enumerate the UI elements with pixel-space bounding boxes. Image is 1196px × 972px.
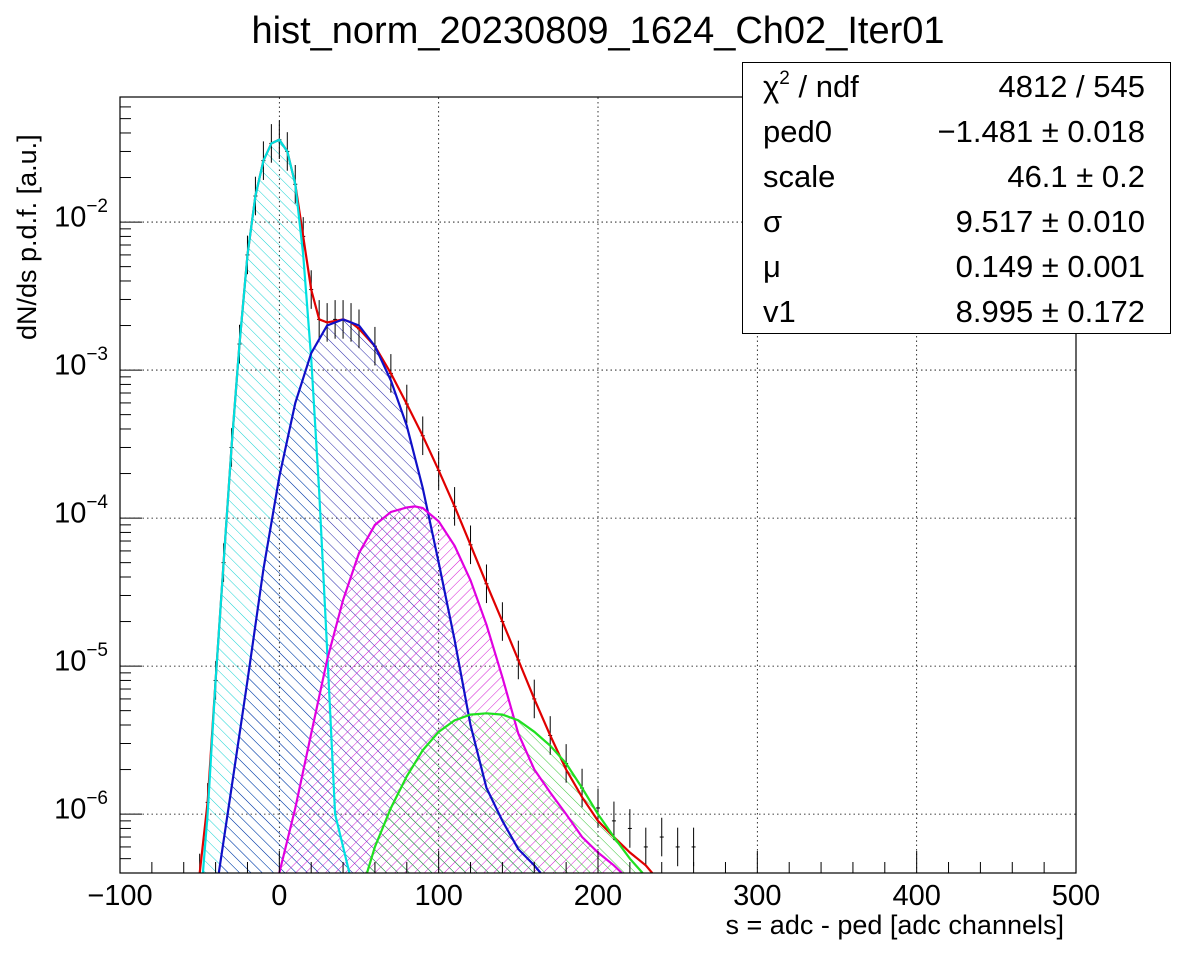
y-tick-label: 10−5 — [0, 640, 108, 679]
stats-row: χ2 / ndf 4812 / 545 — [743, 67, 1170, 114]
x-tick-label: −100 — [87, 880, 153, 912]
y-tick-base: 10 — [54, 201, 87, 234]
x-tick-label: 100 — [414, 880, 463, 912]
stats-key: χ2 / ndf — [763, 67, 859, 104]
component-curve-3 — [217, 318, 542, 873]
y-tick-base: 10 — [54, 793, 87, 826]
x-tick-label: 200 — [573, 880, 623, 912]
fit-stats-box: χ2 / ndf 4812 / 545 ped0 −1.481 ± 0.018 scal… — [742, 62, 1171, 334]
component-fill-5 — [367, 713, 643, 873]
stats-value: 0.149 ± 0.001 — [955, 249, 1145, 284]
plot-frame — [119, 96, 1077, 874]
y-tick-label: 10−3 — [0, 344, 108, 383]
component-curve-2 — [201, 138, 351, 873]
stats-value: 4812 / 545 — [998, 69, 1145, 104]
stats-row: scale 46.1 ± 0.2 — [743, 159, 1170, 204]
stats-value: 9.517 ± 0.010 — [955, 204, 1145, 239]
fit-curves — [198, 138, 654, 873]
y-tick-exponent: −3 — [86, 344, 108, 366]
stats-row: μ 0.149 ± 0.001 — [743, 249, 1170, 294]
y-tick-exponent: −6 — [86, 788, 108, 810]
x-tick-label: 0 — [271, 880, 288, 912]
y-tick-label: 10−4 — [0, 492, 108, 531]
x-tick-label: 500 — [1051, 880, 1101, 912]
chart-title: hist_norm_20230809_1624_Ch02_Iter01 — [251, 10, 945, 52]
x-axis-label: s = adc - ped [adc channels] — [725, 910, 1064, 940]
y-tick-label: 10−6 — [0, 788, 108, 827]
y-tick-label: 10−2 — [0, 196, 108, 235]
y-tick-exponent: −2 — [86, 196, 108, 218]
y-axis-label: dN/ds p.d.f. [a.u.] — [12, 134, 42, 340]
component-fills — [202, 139, 643, 873]
y-tick-base: 10 — [54, 349, 87, 382]
stats-value: 8.995 ± 0.172 — [955, 294, 1145, 329]
stats-row: v1 8.995 ± 0.172 — [743, 294, 1170, 339]
y-tick-base: 10 — [54, 497, 87, 530]
x-tick-label: 300 — [733, 880, 782, 912]
y-tick-exponent: −5 — [86, 640, 108, 662]
component-curve-4 — [278, 505, 623, 873]
stats-key: ped0 — [763, 114, 832, 149]
stats-value: −1.481 ± 0.018 — [937, 114, 1146, 149]
component-curve-5 — [365, 712, 644, 873]
x-tick-label: 400 — [892, 880, 941, 912]
stats-key: μ — [763, 249, 781, 284]
stats-key: v1 — [763, 294, 796, 329]
stats-row: ped0 −1.481 ± 0.018 — [743, 114, 1170, 159]
stats-value: 46.1 ± 0.2 — [1007, 159, 1145, 194]
y-tick-exponent: −4 — [86, 492, 108, 514]
stats-key: scale — [763, 159, 836, 194]
stats-row: σ 9.517 ± 0.010 — [743, 204, 1170, 249]
y-tick-base: 10 — [54, 645, 87, 678]
stats-key: σ — [763, 204, 783, 239]
